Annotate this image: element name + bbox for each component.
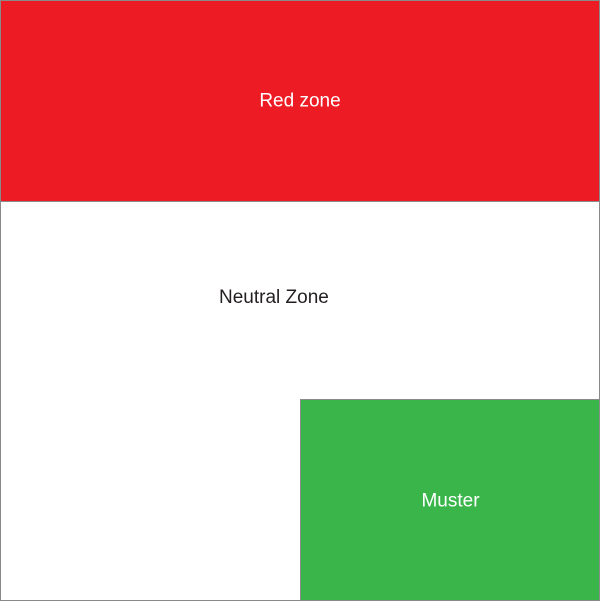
red-zone-area: Red zone [1,1,599,202]
red-zone-label: Red zone [259,90,341,112]
muster-zone-area: Muster [300,399,599,600]
muster-zone-label: Muster [421,490,480,511]
neutral-zone-label: Neutral Zone [219,287,329,308]
